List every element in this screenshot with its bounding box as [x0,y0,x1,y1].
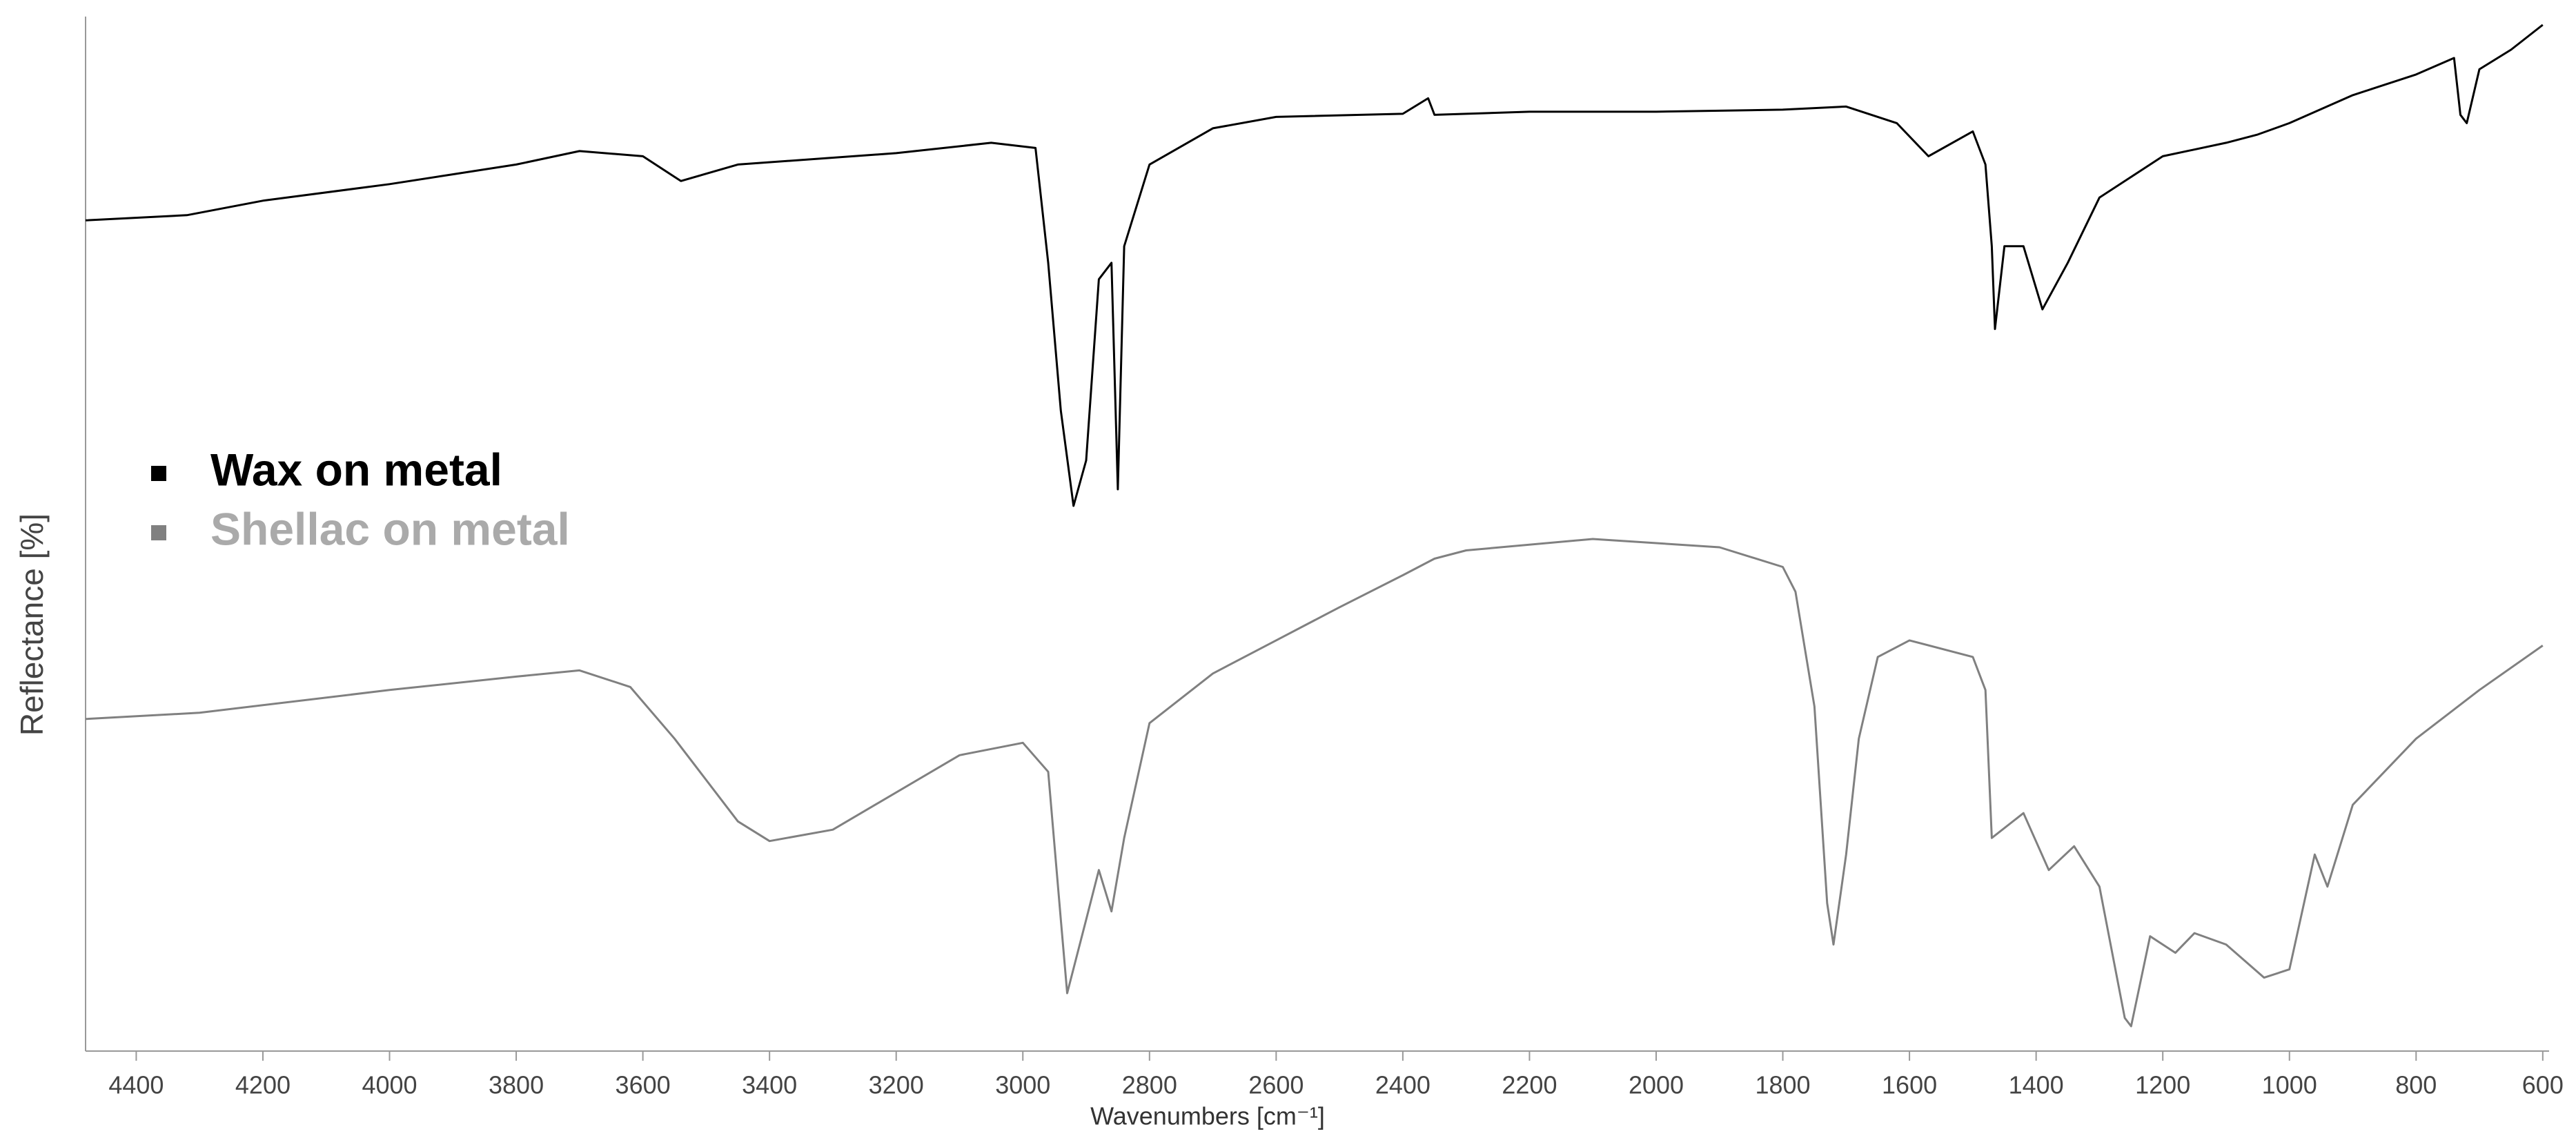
x-tick-label: 1200 [2135,1071,2190,1099]
legend-label: Wax on metal [210,444,502,495]
x-tick-label: 3000 [995,1071,1050,1099]
x-tick-label: 2000 [1629,1071,1684,1099]
x-tick-label: 3200 [869,1071,924,1099]
series-line [85,23,2544,507]
x-tick-label: 1400 [2009,1071,2064,1099]
x-tick-label: 3400 [742,1071,797,1099]
x-tick-label: 1000 [2262,1071,2317,1099]
x-tick-label: 3800 [489,1071,544,1099]
x-tick-label: 4400 [108,1071,164,1099]
x-tick-label: 2600 [1248,1071,1304,1099]
x-tick-label: 2400 [1375,1071,1430,1099]
x-tick-label: 1600 [1882,1071,1937,1099]
x-tick-label: 800 [2395,1071,2437,1099]
x-tick-label: 4000 [362,1071,417,1099]
legend-label: Shellac on metal [210,503,570,554]
x-tick-label: 2800 [1122,1071,1177,1099]
series-line [85,538,2544,1028]
legend-swatch [151,525,166,540]
x-tick-label: 1800 [1755,1071,1810,1099]
x-tick-label: 2200 [1502,1071,1557,1099]
x-tick-label: 3600 [616,1071,671,1099]
x-tick-label: 4200 [235,1071,291,1099]
y-axis-label: Reflectance [%] [14,513,50,736]
legend-swatch [151,466,166,481]
x-tick-label: 600 [2522,1071,2564,1099]
x-axis-label: Wavenumbers [cm⁻¹] [1090,1102,1325,1130]
